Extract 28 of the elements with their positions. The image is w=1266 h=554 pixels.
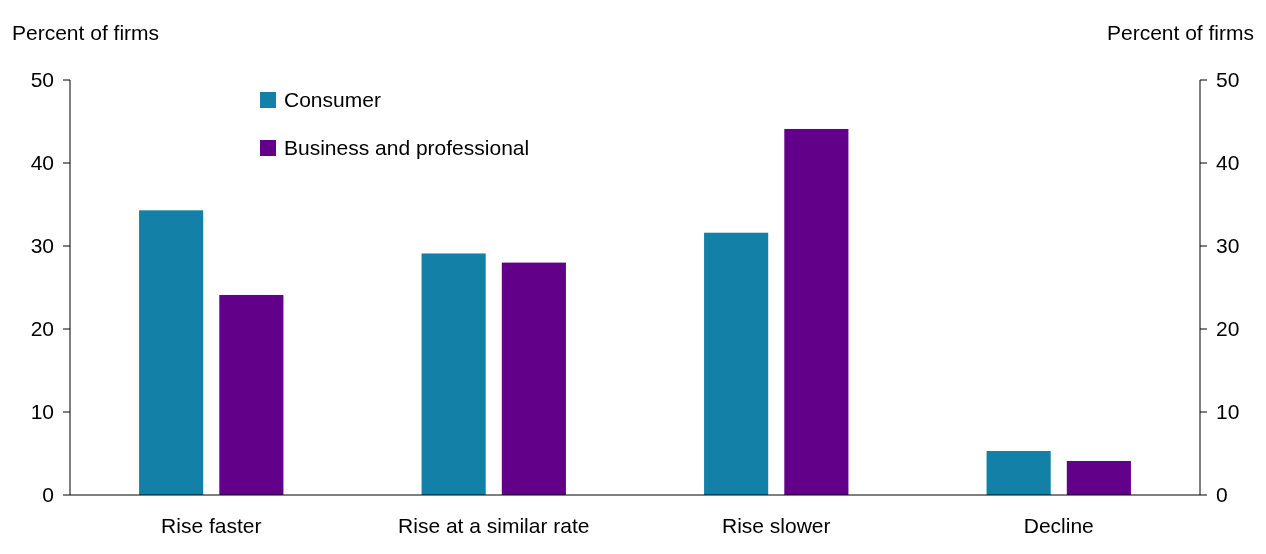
y-tick-label: 0: [42, 483, 54, 507]
x-tick-label: Rise slower: [721, 514, 831, 537]
x-tick-label: Rise at a similar rate: [398, 514, 590, 537]
legend-label: Consumer: [284, 88, 381, 112]
legend-label: Business and professional: [284, 136, 530, 160]
y-axis-title: Percent of firms: [12, 21, 160, 44]
x-tick-label: Rise faster: [161, 514, 262, 537]
y-tick-label: 10: [30, 400, 54, 424]
y-tick-label: 40: [30, 151, 54, 175]
y2-tick-label: 0: [1216, 483, 1228, 507]
bar: [1066, 460, 1131, 495]
bar: [219, 294, 284, 495]
y2-tick-label: 20: [1216, 317, 1240, 341]
bar: [986, 451, 1051, 495]
bar: [501, 262, 566, 495]
y2-tick-label: 10: [1216, 400, 1240, 424]
y-tick-label: 30: [30, 234, 54, 258]
bar: [421, 253, 486, 495]
bar: [704, 232, 769, 495]
y2-tick-label: 50: [1216, 68, 1240, 92]
x-tick-label: Decline: [1023, 514, 1094, 537]
y2-tick-label: 40: [1216, 151, 1240, 175]
y-tick-label: 20: [30, 317, 54, 341]
y-tick-label: 50: [30, 68, 54, 92]
bar: [139, 210, 204, 495]
y2-axis-title: Percent of firms: [1106, 21, 1254, 44]
bar: [784, 128, 849, 495]
y2-tick-label: 30: [1216, 234, 1240, 258]
